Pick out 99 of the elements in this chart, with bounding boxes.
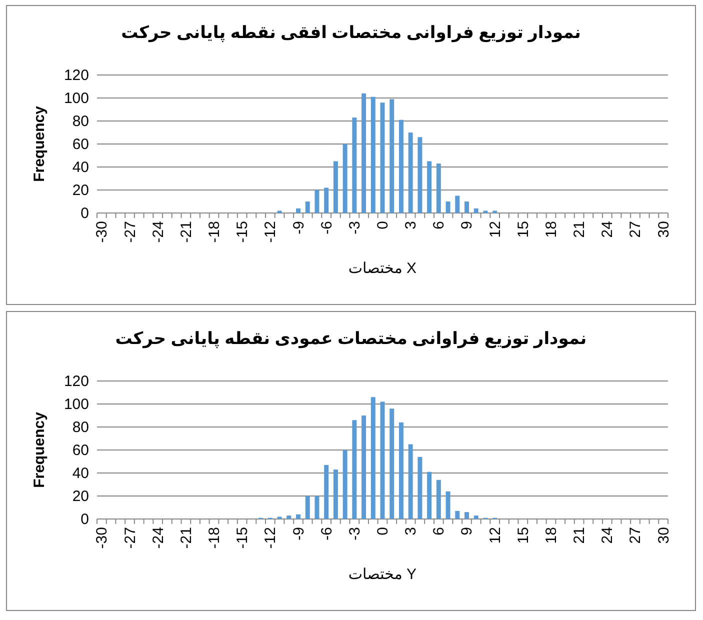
y-axis-title: Frequency xyxy=(31,105,48,182)
x-tick-label: 30 xyxy=(655,527,672,544)
bar xyxy=(418,456,422,519)
y-tick-label: 120 xyxy=(64,67,89,84)
bar xyxy=(408,444,413,519)
x-tick-label: 24 xyxy=(599,221,616,238)
bar xyxy=(324,188,329,213)
y-tick-label: 80 xyxy=(72,113,89,130)
x-tick-label: 3 xyxy=(402,527,420,536)
x-tick-label: 9 xyxy=(458,527,476,536)
bar xyxy=(474,516,478,519)
x-tick-label: 21 xyxy=(571,527,588,544)
x-tick-label: -18 xyxy=(206,527,224,549)
bar xyxy=(427,161,432,213)
bar xyxy=(370,96,376,213)
bar xyxy=(362,416,366,519)
bar xyxy=(446,491,450,519)
bar xyxy=(455,196,460,213)
bar xyxy=(305,202,310,213)
x-tick-label: -15 xyxy=(234,527,252,549)
x-axis-title: مختصات Y xyxy=(348,566,417,583)
bar xyxy=(362,93,366,213)
x-tick-label: -27 xyxy=(122,527,139,549)
bar xyxy=(370,397,376,519)
x-tick-label: -12 xyxy=(262,527,280,549)
x-tick-label: 9 xyxy=(458,221,476,230)
y-tick-label: 20 xyxy=(72,488,89,505)
bar xyxy=(286,516,292,519)
bar xyxy=(474,208,478,213)
bar xyxy=(352,420,357,519)
x-tick-label: -6 xyxy=(318,527,336,540)
bar xyxy=(464,512,469,519)
y-tick-label: 120 xyxy=(64,373,89,390)
chart-title: نمودار توزیع فراوانی مختصات افقی نقطه پایانی حرکت xyxy=(121,23,581,43)
x-tick-label: -24 xyxy=(150,527,167,549)
bar xyxy=(296,514,300,519)
y-tick-label: 60 xyxy=(72,442,89,459)
bar xyxy=(333,161,338,213)
bar xyxy=(314,190,320,213)
x-tick-label: -24 xyxy=(150,221,167,243)
y-tick-label: 40 xyxy=(72,465,89,482)
x-tick-label: -15 xyxy=(234,221,252,243)
bar xyxy=(390,99,394,213)
x-tick-label: 15 xyxy=(514,527,532,544)
x-tick-label: -27 xyxy=(122,221,139,243)
y-tick-label: 60 xyxy=(72,136,89,153)
bar xyxy=(342,144,348,213)
x-tick-label: 6 xyxy=(430,221,448,230)
bar xyxy=(333,470,338,519)
x-tick-label: 0 xyxy=(374,527,392,536)
y-tick-label: 100 xyxy=(64,396,89,413)
bar xyxy=(418,137,422,213)
x-tick-label: 24 xyxy=(599,527,616,544)
y-tick-label: 40 xyxy=(72,159,89,176)
y-axis-title: Frequency xyxy=(31,411,48,488)
bar xyxy=(314,496,320,519)
bar xyxy=(296,208,300,213)
bar xyxy=(408,132,413,213)
bar xyxy=(305,496,310,519)
x-tick-label: -18 xyxy=(206,221,224,243)
x-tick-label: 18 xyxy=(542,527,560,544)
x-tick-label: 12 xyxy=(486,527,504,544)
x-tick-label: -12 xyxy=(262,221,280,243)
bar xyxy=(446,202,450,213)
bar xyxy=(324,464,329,519)
x-tick-label: 27 xyxy=(627,221,644,238)
y-tick-label: 20 xyxy=(72,182,89,199)
x-tick-label: -9 xyxy=(290,527,308,540)
x-tick-label: 15 xyxy=(514,221,532,238)
bar xyxy=(342,450,348,519)
x-tick-label: 30 xyxy=(655,221,672,238)
x-tick-label: 27 xyxy=(627,527,644,544)
x-tick-label: -30 xyxy=(94,527,111,549)
x-tick-label: 12 xyxy=(486,221,504,238)
x-tick-label: 18 xyxy=(542,221,560,238)
bar xyxy=(436,164,441,213)
bar xyxy=(464,202,469,213)
x-tick-label: -6 xyxy=(318,221,336,234)
x-tick-label: 6 xyxy=(430,527,448,536)
x-tick-label: 3 xyxy=(402,221,420,230)
bar xyxy=(455,510,460,519)
x-tick-label: -3 xyxy=(346,527,364,540)
bar xyxy=(398,120,404,213)
chart-title: نمودار توزیع فراوانی مختصات عمودی نقطه پایانی حرکت xyxy=(115,329,587,349)
x-tick-label: -21 xyxy=(178,527,195,549)
x-tick-label: -3 xyxy=(346,221,364,234)
bar xyxy=(352,118,357,213)
bar xyxy=(436,480,441,519)
bar xyxy=(390,408,394,519)
x-tick-label: 21 xyxy=(571,221,588,238)
y-tick-label: 100 xyxy=(64,90,89,107)
x-tick-label: 0 xyxy=(374,221,392,230)
y-tick-label: 80 xyxy=(72,419,89,436)
x-tick-label: -21 xyxy=(178,221,195,243)
bar xyxy=(427,472,432,519)
bar xyxy=(398,422,404,519)
x-tick-label: -30 xyxy=(94,221,111,243)
x-axis-title: مختصات X xyxy=(348,260,417,277)
x-tick-label: -9 xyxy=(290,221,308,234)
